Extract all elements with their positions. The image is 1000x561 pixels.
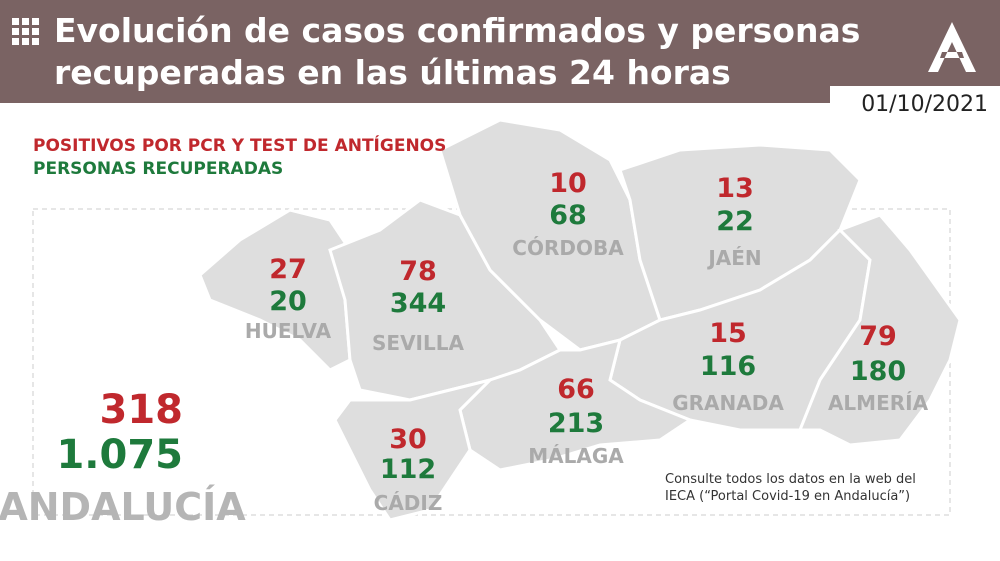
- positives: 30: [389, 424, 427, 455]
- map: [198, 118, 962, 522]
- note-line: IECA (“Portal Covid-19 en Andalucía”): [665, 489, 910, 504]
- province-name: CÓRDOBA: [512, 236, 624, 260]
- legend-positives: POSITIVOS POR PCR Y TEST DE ANTÍGENOS: [33, 134, 446, 156]
- date-box: [830, 86, 1000, 118]
- province-name: MÁLAGA: [528, 444, 624, 468]
- recovered: 112: [380, 454, 436, 485]
- header-bar: [0, 0, 1000, 103]
- total-recovered: 1.075: [56, 432, 183, 478]
- province-name: SEVILLA: [372, 331, 464, 355]
- note-line: Consulte todos los datos en la web del: [665, 472, 916, 487]
- recovered: 344: [390, 288, 446, 319]
- positives: 15: [709, 318, 747, 349]
- positives: 66: [557, 374, 595, 405]
- positives: 78: [399, 256, 437, 287]
- title-line: recuperadas en las últimas 24 horas: [54, 53, 731, 92]
- recovered: 213: [548, 408, 604, 439]
- title-line: Evolución de casos confirmados y persona…: [54, 11, 860, 50]
- positives: 79: [859, 321, 897, 352]
- recovered: 20: [269, 286, 307, 317]
- recovered: 22: [716, 206, 754, 237]
- logo: [928, 22, 976, 72]
- legend-recovered: PERSONAS RECUPERADAS: [33, 159, 283, 179]
- total-name: ANDALUCÍA: [0, 485, 246, 529]
- positives: 27: [269, 254, 307, 285]
- recovered: 116: [700, 351, 756, 382]
- positives: 13: [716, 173, 754, 204]
- recovered: 68: [549, 200, 587, 231]
- province-name: CÁDIZ: [374, 491, 443, 515]
- province-name: ALMERÍA: [828, 391, 929, 415]
- region-cadiz: [333, 377, 495, 522]
- grid-icon: [12, 18, 39, 45]
- region-almeria: [797, 213, 962, 447]
- recovered: 180: [850, 356, 906, 387]
- province-name: HUELVA: [245, 319, 332, 343]
- positives: 10: [549, 168, 587, 199]
- total-positives: 318: [100, 387, 184, 433]
- province-name: JAÉN: [706, 246, 761, 270]
- date: 01/10/2021: [861, 92, 988, 117]
- province-name: GRANADA: [672, 391, 784, 415]
- region-malaga: [458, 337, 694, 472]
